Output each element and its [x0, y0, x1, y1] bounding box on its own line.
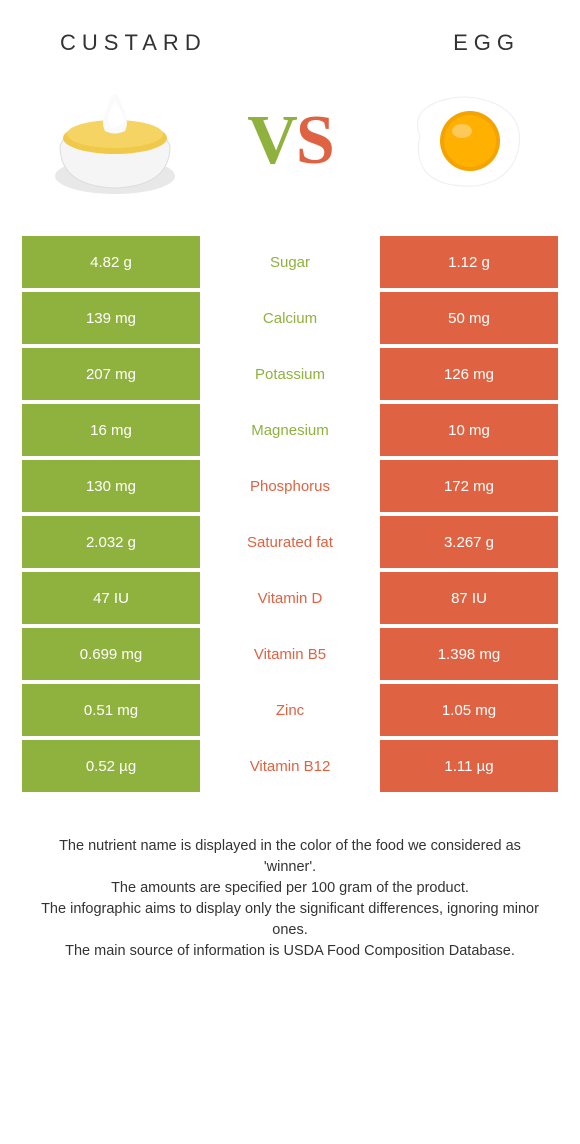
nutrient-name: Vitamin D — [200, 572, 380, 624]
right-food-title: EGG — [453, 30, 520, 56]
right-value: 1.12 g — [380, 236, 558, 288]
nutrient-name: Calcium — [200, 292, 380, 344]
right-value: 1.05 mg — [380, 684, 558, 736]
left-value: 0.699 mg — [22, 628, 200, 680]
right-value: 126 mg — [380, 348, 558, 400]
nutrient-name: Magnesium — [200, 404, 380, 456]
left-value: 130 mg — [22, 460, 200, 512]
left-value: 47 IU — [22, 572, 200, 624]
left-value: 0.51 mg — [22, 684, 200, 736]
nutrient-name: Sugar — [200, 236, 380, 288]
table-row: 2.032 gSaturated fat3.267 g — [22, 516, 558, 568]
table-row: 16 mgMagnesium10 mg — [22, 404, 558, 456]
egg-image — [390, 76, 540, 206]
table-row: 4.82 gSugar1.12 g — [22, 236, 558, 288]
right-value: 87 IU — [380, 572, 558, 624]
table-row: 130 mgPhosphorus172 mg — [22, 460, 558, 512]
header: CUSTARD EGG — [0, 0, 580, 56]
right-value: 1.398 mg — [380, 628, 558, 680]
comparison-table: 4.82 gSugar1.12 g139 mgCalcium50 mg207 m… — [22, 236, 558, 792]
vs-s: S — [296, 102, 333, 179]
vs-v: V — [247, 102, 296, 179]
footer-line: The main source of information is USDA F… — [35, 941, 545, 962]
table-row: 139 mgCalcium50 mg — [22, 292, 558, 344]
nutrient-name: Vitamin B12 — [200, 740, 380, 792]
nutrient-name: Vitamin B5 — [200, 628, 380, 680]
nutrient-name: Phosphorus — [200, 460, 380, 512]
footer-notes: The nutrient name is displayed in the co… — [0, 796, 580, 962]
right-value: 50 mg — [380, 292, 558, 344]
footer-line: The amounts are specified per 100 gram o… — [35, 878, 545, 899]
left-value: 4.82 g — [22, 236, 200, 288]
vs-label: VS — [247, 101, 333, 181]
table-row: 0.52 µgVitamin B121.11 µg — [22, 740, 558, 792]
left-food-title: CUSTARD — [60, 30, 207, 56]
right-value: 1.11 µg — [380, 740, 558, 792]
custard-image — [40, 76, 190, 206]
footer-line: The infographic aims to display only the… — [35, 899, 545, 941]
nutrient-name: Zinc — [200, 684, 380, 736]
right-value: 3.267 g — [380, 516, 558, 568]
left-value: 207 mg — [22, 348, 200, 400]
nutrient-name: Potassium — [200, 348, 380, 400]
right-value: 172 mg — [380, 460, 558, 512]
left-value: 16 mg — [22, 404, 200, 456]
left-value: 139 mg — [22, 292, 200, 344]
images-row: VS — [0, 56, 580, 236]
table-row: 47 IUVitamin D87 IU — [22, 572, 558, 624]
table-row: 0.51 mgZinc1.05 mg — [22, 684, 558, 736]
right-value: 10 mg — [380, 404, 558, 456]
left-value: 0.52 µg — [22, 740, 200, 792]
table-row: 0.699 mgVitamin B51.398 mg — [22, 628, 558, 680]
nutrient-name: Saturated fat — [200, 516, 380, 568]
left-value: 2.032 g — [22, 516, 200, 568]
footer-line: The nutrient name is displayed in the co… — [35, 836, 545, 878]
table-row: 207 mgPotassium126 mg — [22, 348, 558, 400]
